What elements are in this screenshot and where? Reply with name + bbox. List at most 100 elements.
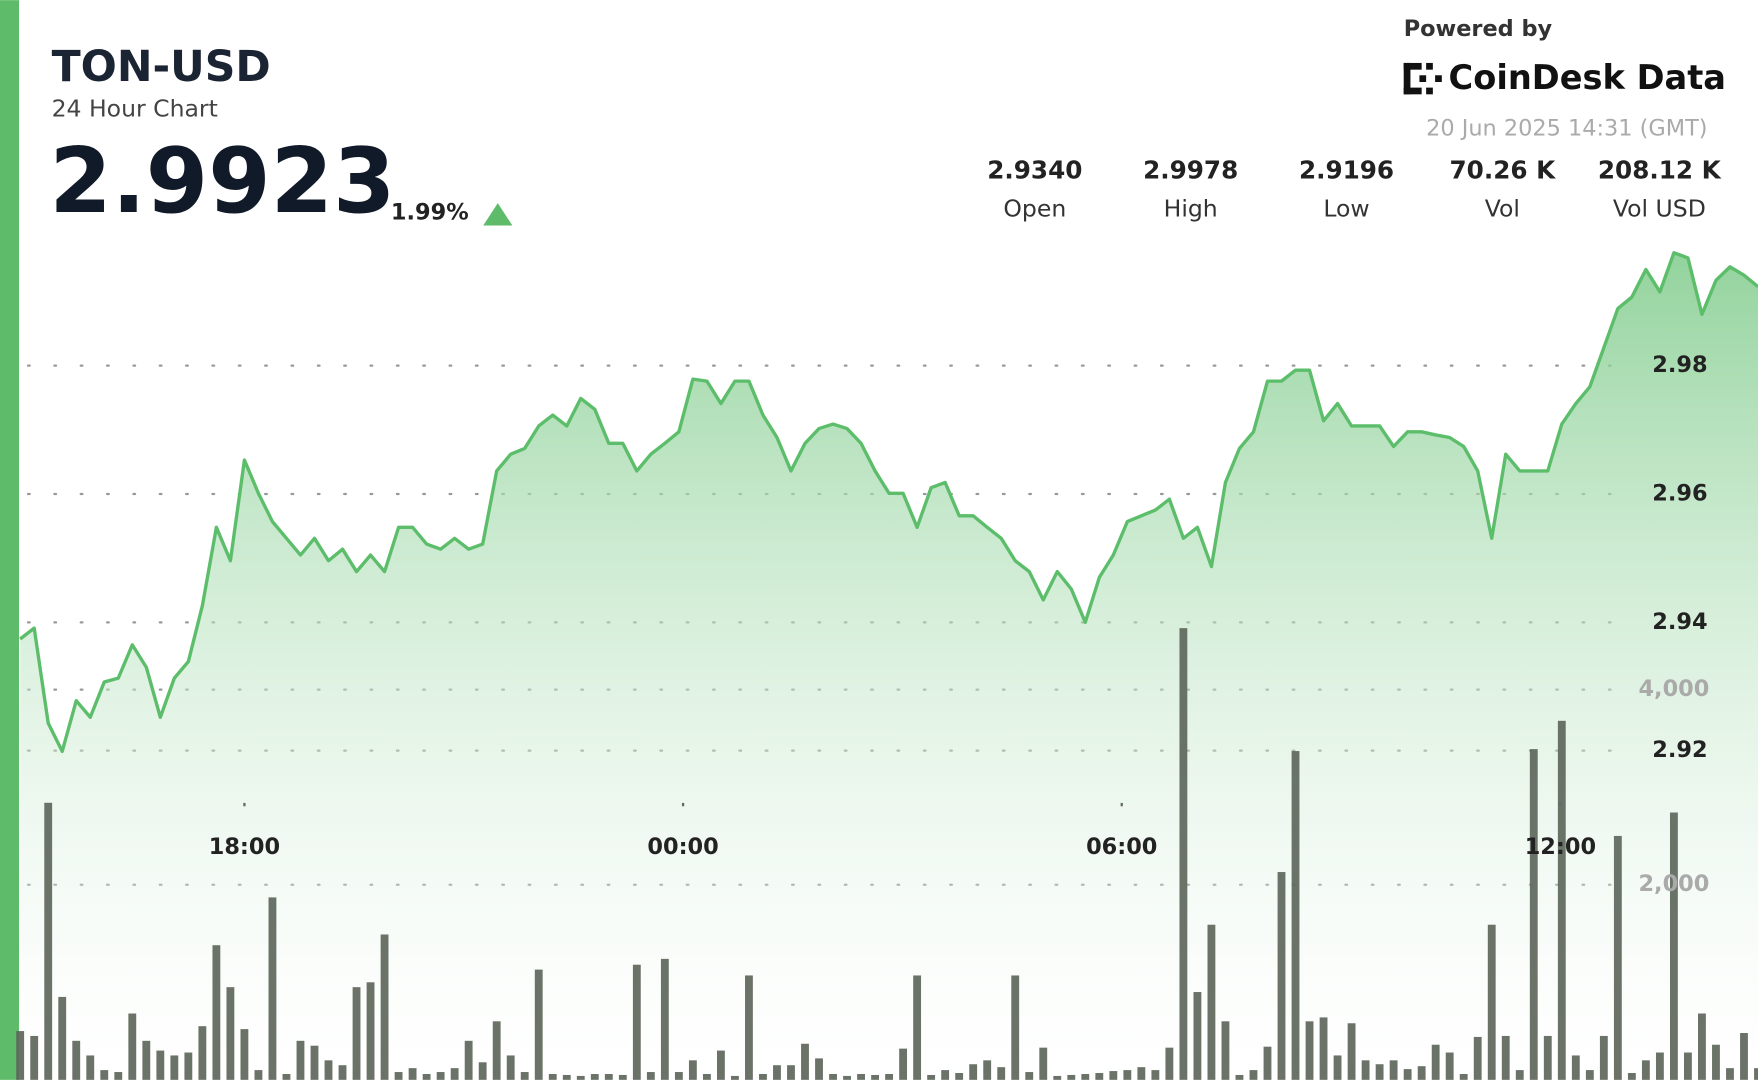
volume-bar (478, 1062, 487, 1080)
stat-label: High (1164, 194, 1218, 222)
volume-bar (282, 1073, 291, 1080)
volume-bar (1025, 1072, 1034, 1080)
volume-bar (114, 1072, 123, 1080)
volume-bar (534, 969, 543, 1080)
volume-bar (716, 1050, 725, 1080)
volume-bar (324, 1060, 333, 1080)
volume-bar (604, 1073, 613, 1080)
volume-bar (450, 1068, 459, 1080)
volume-bar (1305, 1021, 1314, 1080)
volume-bar (156, 1050, 165, 1080)
volume-bar (1726, 1068, 1734, 1080)
volume-bar (759, 1073, 767, 1080)
volume-bar (1543, 1035, 1552, 1080)
y-tick-label: 2.96 (1652, 481, 1707, 507)
volume-bar (899, 1048, 908, 1080)
y-tick-label: 2.94 (1652, 609, 1707, 635)
volume-bar (646, 1072, 655, 1080)
timestamp: 20 Jun 2025 14:31 (GMT) (1426, 116, 1707, 142)
volume-bar (927, 1074, 936, 1080)
volume-bar (436, 1072, 445, 1080)
volume-bar (1599, 1035, 1608, 1080)
price: 2.9923 (49, 130, 395, 234)
volume-bar (562, 1074, 571, 1080)
volume-bar (1039, 1047, 1048, 1080)
volume-bar (745, 975, 753, 1080)
change: 1.99% (391, 200, 469, 226)
volume-bar (1684, 1052, 1692, 1080)
volume-bar (408, 1068, 417, 1080)
volume-bar (1235, 1074, 1244, 1080)
volume-bar (520, 1072, 529, 1080)
volume-bar (1179, 628, 1188, 1080)
plot: 2,000 4,000 2.92 2.94 2.96 2.98 18:00 00:00 06:0… (16, 251, 1758, 1080)
y-tick-label: 2.92 (1652, 737, 1707, 763)
volume-bar (618, 1074, 627, 1080)
volume-bar (1417, 1066, 1426, 1080)
volume-bar (86, 1055, 95, 1080)
title: TON-USD (52, 42, 271, 92)
y2-tick-label: 2,000 (1638, 871, 1709, 897)
volume-bar (1165, 1047, 1174, 1080)
volume-bar (1754, 1068, 1758, 1080)
stat-label: Vol (1485, 194, 1520, 222)
volume-bar (366, 982, 375, 1080)
stat-value: 208.12 K (1598, 156, 1722, 185)
volume-bar (632, 964, 641, 1080)
volume-bar (829, 1073, 837, 1080)
volume-bar (1361, 1060, 1370, 1080)
volume-bar (184, 1052, 193, 1080)
volume-bar (1529, 749, 1538, 1080)
brand-logo (1403, 62, 1442, 95)
volume-bar (702, 1073, 711, 1080)
stat-value: 70.26 K (1450, 156, 1557, 185)
volume-bar (731, 1075, 739, 1080)
volume-bar (1557, 720, 1566, 1080)
volume-bar (1081, 1073, 1090, 1080)
volume-bar (1403, 1069, 1412, 1080)
volume-bar (1571, 1055, 1580, 1080)
volume-bar (72, 1040, 81, 1080)
x-tick-label: 00:00 (647, 834, 718, 860)
volume-bar (1151, 1070, 1160, 1080)
volume-bar (16, 1031, 25, 1080)
volume-bar (1319, 1017, 1328, 1080)
volume-bar (815, 1058, 823, 1080)
x-tick-label: 18:00 (209, 834, 280, 860)
volume-bar (1669, 812, 1678, 1080)
volume-bar (100, 1070, 109, 1080)
volume-bar (1473, 1036, 1482, 1080)
volume-bar (422, 1073, 431, 1080)
volume-bar (1712, 1044, 1720, 1080)
volume-bar (1375, 1064, 1384, 1080)
volume-bar (506, 1055, 515, 1080)
volume-bar (254, 1070, 263, 1080)
volume-bar (660, 958, 669, 1080)
volume-bar (1585, 1070, 1594, 1080)
volume-bar (352, 987, 361, 1080)
volume-bar (380, 934, 389, 1080)
labels: 2,000 4,000 2.92 2.94 2.96 2.98 18:00 00:00 06:0… (209, 352, 1710, 897)
volume-bar (1291, 751, 1300, 1080)
stats: 2.9340 Open 2.9978 High 2.9196 Low 70.26 K Vol 2… (987, 156, 1721, 223)
volume-bar (871, 1074, 879, 1080)
price-line (19, 251, 1758, 754)
volume-bar (1109, 1071, 1118, 1080)
volume-bar (801, 1043, 809, 1080)
volume-bar (1431, 1044, 1440, 1080)
volume-bar (590, 1073, 599, 1080)
stat-label: Low (1323, 194, 1369, 222)
volume-bar (1389, 1060, 1398, 1080)
volume-bar (997, 1067, 1006, 1080)
volume-bar (1137, 1067, 1146, 1080)
volume-bar (1249, 1070, 1258, 1080)
subtitle: 24 Hour Chart (52, 95, 218, 123)
powered-by: Powered by (1404, 16, 1553, 42)
volume-bar (983, 1060, 992, 1080)
volume-bar (1333, 1055, 1342, 1080)
volume-bar (1193, 992, 1202, 1080)
x-tick-label: 06:00 (1086, 834, 1157, 860)
volume-bar (1347, 1023, 1356, 1080)
volume-bar (787, 1065, 795, 1080)
volume-bar (296, 1040, 305, 1080)
